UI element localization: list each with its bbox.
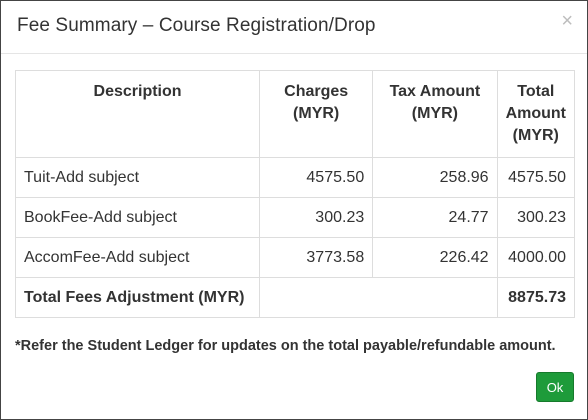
total-spacer bbox=[259, 277, 498, 318]
row-total-amount: 4000.00 bbox=[496, 237, 576, 278]
header-tax-amount: Tax Amount (MYR) bbox=[372, 70, 498, 158]
table-row: BookFee-Add subject 300.23 24.77 300.23 bbox=[14, 197, 576, 238]
header-description: Description bbox=[14, 70, 261, 158]
modal-title: Fee Summary – Course Registration/Drop bbox=[17, 15, 376, 36]
total-label: Total Fees Adjustment (MYR) bbox=[14, 277, 261, 318]
header-total-amount: Total Amount (MYR) bbox=[496, 70, 576, 158]
fee-table: Description Charges (MYR) Tax Amount (MY… bbox=[14, 70, 576, 318]
row-tax-amount: 258.96 bbox=[372, 157, 498, 198]
row-tax-amount: 226.42 bbox=[372, 237, 498, 278]
total-amount: 8875.73 bbox=[496, 277, 576, 318]
row-charges: 3773.58 bbox=[259, 237, 374, 278]
row-tax-amount: 24.77 bbox=[372, 197, 498, 238]
row-description: AccomFee-Add subject bbox=[14, 237, 261, 278]
row-charges: 300.23 bbox=[259, 197, 374, 238]
table-row: Tuit-Add subject 4575.50 258.96 4575.50 bbox=[14, 157, 576, 198]
row-charges: 4575.50 bbox=[259, 157, 374, 198]
table-row: AccomFee-Add subject 3773.58 226.42 4000… bbox=[14, 237, 576, 278]
modal-header: Fee Summary – Course Registration/Drop × bbox=[1, 1, 587, 54]
row-description: Tuit-Add subject bbox=[14, 157, 261, 198]
table-header-row: Description Charges (MYR) Tax Amount (MY… bbox=[14, 70, 576, 158]
ledger-note: *Refer the Student Ledger for updates on… bbox=[15, 338, 556, 354]
total-row: Total Fees Adjustment (MYR) 8875.73 bbox=[14, 277, 576, 318]
header-charges: Charges (MYR) bbox=[259, 70, 374, 158]
row-description: BookFee-Add subject bbox=[14, 197, 261, 238]
row-total-amount: 4575.50 bbox=[496, 157, 576, 198]
row-total-amount: 300.23 bbox=[496, 197, 576, 238]
ok-button[interactable]: Ok bbox=[536, 372, 574, 402]
close-icon[interactable]: × bbox=[561, 10, 573, 32]
